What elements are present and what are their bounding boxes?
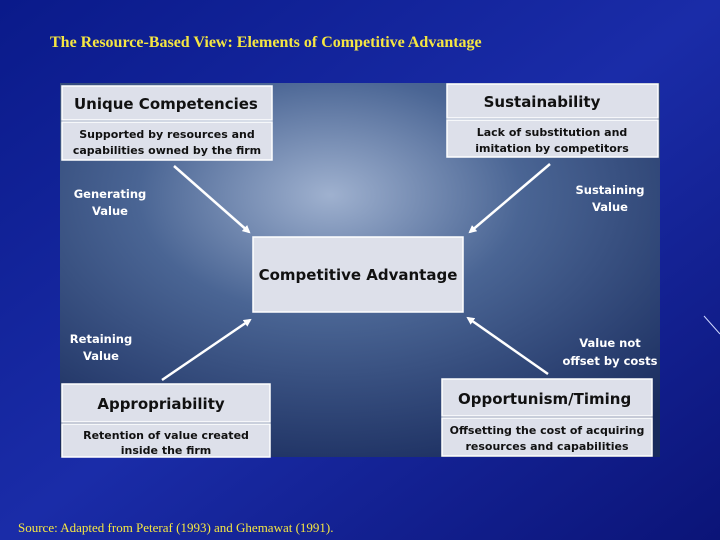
- node-box: [441, 378, 653, 417]
- center-label: Competitive Advantage: [259, 266, 458, 284]
- node-desc: inside the firm: [121, 444, 212, 457]
- source-note: Source: Adapted from Peteraf (1993) and …: [18, 520, 334, 535]
- decoration: [703, 315, 720, 335]
- edge-label: Generating: [74, 187, 147, 201]
- edge-label: Value: [92, 204, 128, 218]
- node-desc: Retention of value created: [83, 429, 249, 442]
- node-desc-box: [61, 423, 271, 458]
- edge-label: Value: [83, 349, 119, 363]
- node-box: [61, 383, 271, 423]
- node-desc: imitation by competitors: [475, 142, 629, 155]
- node-desc-box: [441, 417, 653, 457]
- edge-label: Value not: [579, 336, 641, 350]
- node-desc-box: [446, 119, 659, 158]
- node-desc: Offsetting the cost of acquiring: [450, 424, 645, 437]
- node-label: Unique Competencies: [74, 95, 258, 113]
- edge-label: Value: [592, 200, 628, 214]
- node-box: [446, 83, 659, 119]
- node-label: Appropriability: [97, 395, 225, 413]
- arrow: [468, 163, 551, 234]
- node-desc: resources and capabilities: [465, 440, 628, 453]
- arrow: [161, 318, 252, 382]
- node-box: [61, 85, 273, 121]
- node-desc: Supported by resources and: [79, 128, 255, 141]
- edge-label: Retaining: [70, 332, 132, 346]
- node-label: Sustainability: [484, 93, 601, 111]
- node-label: Opportunism/Timing: [458, 390, 631, 408]
- arrow: [466, 316, 549, 376]
- node-desc-box: [61, 121, 273, 161]
- node-desc: Lack of substitution and: [477, 126, 628, 139]
- edge-label: offset by costs: [563, 354, 658, 368]
- node-desc: capabilities owned by the firm: [73, 144, 261, 157]
- arrow: [173, 165, 251, 234]
- slide-title: The Resource-Based View: Elements of Com…: [50, 34, 482, 51]
- edge-label: Sustaining: [575, 183, 644, 197]
- center-box: [252, 236, 464, 313]
